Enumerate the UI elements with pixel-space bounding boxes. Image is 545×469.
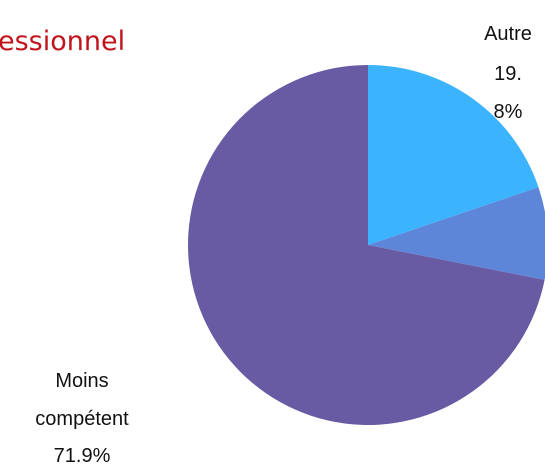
pie-slice [368,187,545,280]
chart-title: essionnel [0,26,126,57]
value-label: 71.9% [53,445,111,467]
pie-slice [368,65,539,245]
value-label: 19.8% [493,63,523,123]
pie-slice [188,65,545,426]
slice-label: Autre [484,23,532,45]
slice-label: Moins compétent [35,370,129,430]
